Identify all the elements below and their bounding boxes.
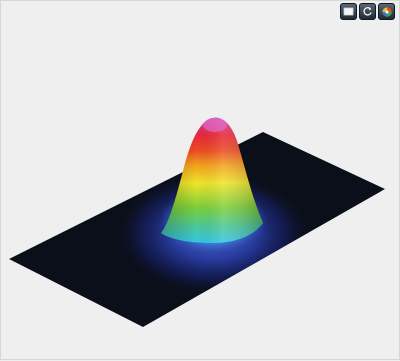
reset-rotation-button[interactable] bbox=[359, 3, 376, 20]
peak-shading bbox=[161, 117, 263, 243]
color-wheel-icon bbox=[381, 6, 392, 17]
viewer-toolbar bbox=[340, 3, 395, 20]
rectangle-view-icon bbox=[343, 7, 354, 16]
view-2d-button[interactable] bbox=[340, 3, 357, 20]
rotate-icon bbox=[363, 7, 372, 16]
peak-highlight bbox=[203, 118, 227, 132]
color-map-button[interactable] bbox=[378, 3, 395, 20]
